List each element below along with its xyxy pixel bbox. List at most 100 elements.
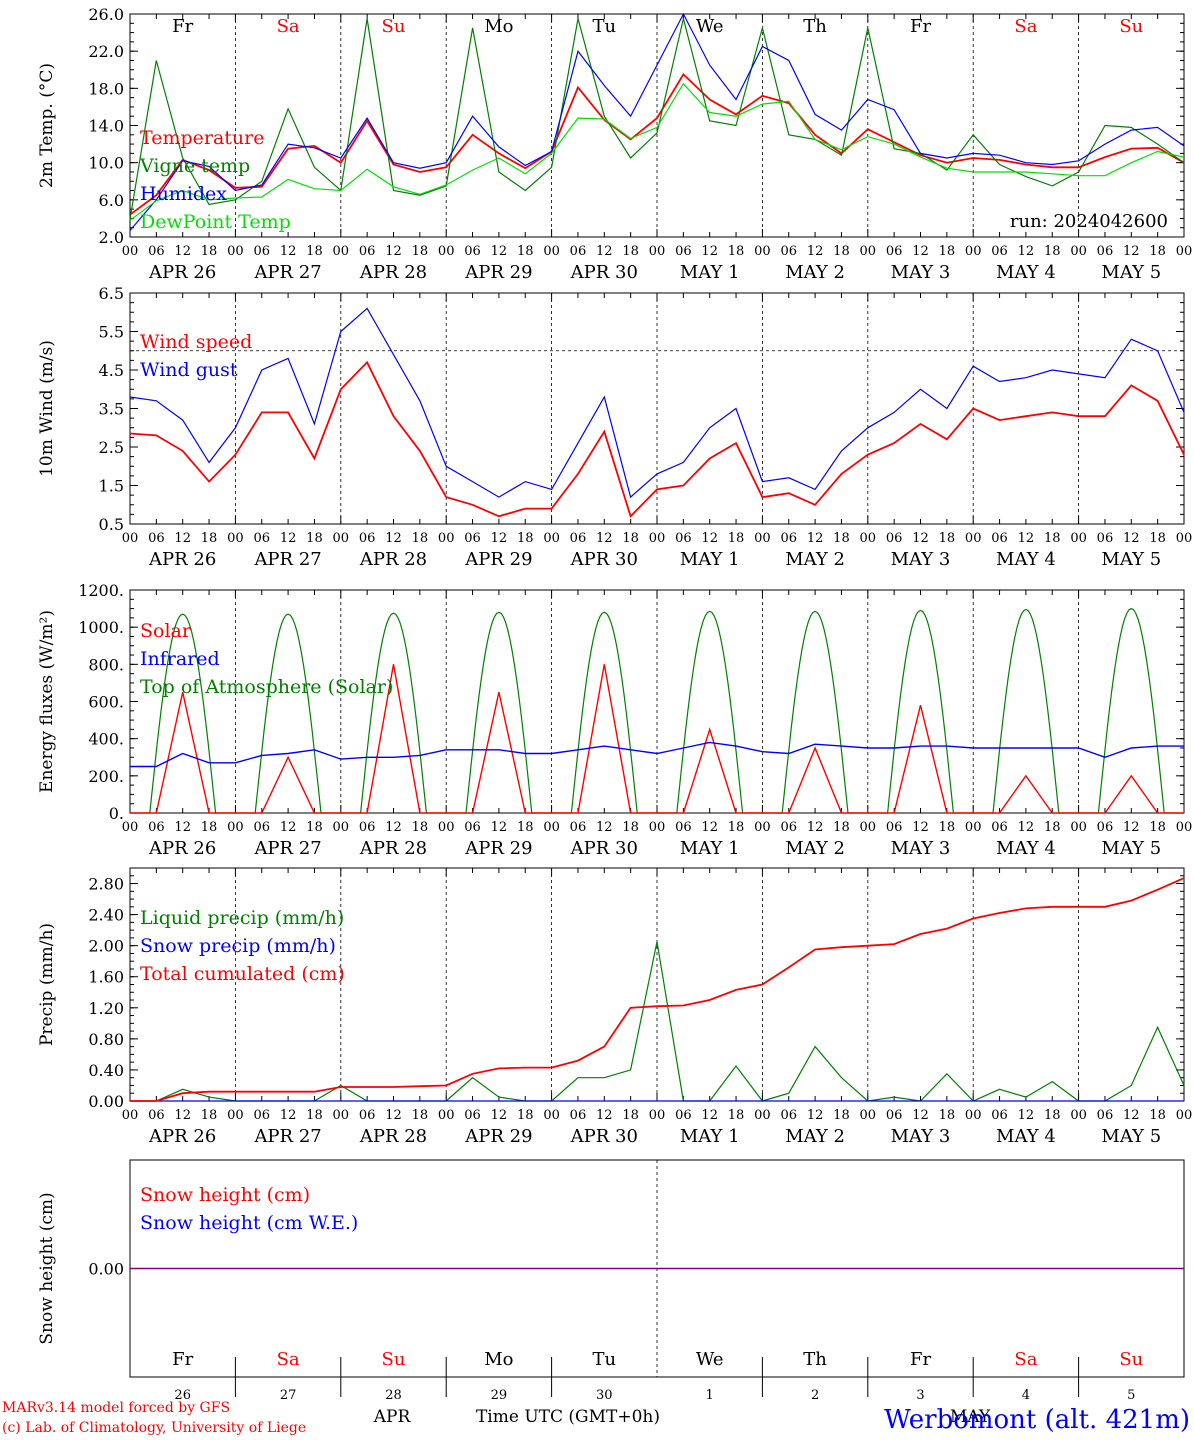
date-label: APR 27 bbox=[253, 549, 321, 570]
hour-tick-label: 00 bbox=[649, 531, 666, 546]
weekday-label: Th bbox=[803, 16, 827, 37]
date-label: APR 26 bbox=[148, 1126, 216, 1147]
weekday-label: We bbox=[696, 16, 724, 37]
legend-vigne-temp: Vigne temp bbox=[139, 155, 250, 177]
hour-tick-label: 12 bbox=[596, 531, 613, 546]
hour-tick-label: 00 bbox=[543, 531, 560, 546]
hour-tick-label: 06 bbox=[148, 244, 165, 259]
hour-tick-label: 06 bbox=[359, 820, 376, 835]
hour-tick-label: 00 bbox=[333, 531, 350, 546]
weekday-label-bottom: Tu bbox=[592, 1349, 616, 1370]
date-label: APR 28 bbox=[359, 262, 427, 283]
hour-tick-label: 12 bbox=[491, 1108, 508, 1123]
hour-tick-label: 06 bbox=[1097, 820, 1114, 835]
hour-tick-label: 06 bbox=[570, 531, 587, 546]
y-tick-label: 2.80 bbox=[88, 875, 124, 894]
hour-tick-label: 18 bbox=[306, 1108, 323, 1123]
hour-tick-label: 18 bbox=[939, 244, 956, 259]
hour-tick-label: 00 bbox=[649, 820, 666, 835]
hour-tick-label: 18 bbox=[622, 531, 639, 546]
date-label: MAY 5 bbox=[1101, 838, 1161, 859]
hour-tick-label: 06 bbox=[780, 244, 797, 259]
y-axis-label: Snow height (cm) bbox=[37, 1192, 57, 1344]
hour-tick-label: 12 bbox=[912, 1108, 929, 1123]
hour-tick-label: 12 bbox=[491, 244, 508, 259]
y-tick-label: 2.5 bbox=[99, 438, 124, 457]
y-tick-label: 1.20 bbox=[88, 999, 124, 1018]
y-axis-label: 10m Wind (m/s) bbox=[37, 340, 57, 477]
hour-tick-label: 06 bbox=[991, 244, 1008, 259]
y-tick-label: 4.5 bbox=[99, 361, 124, 380]
hour-tick-label: 00 bbox=[438, 244, 455, 259]
hour-tick-label: 18 bbox=[201, 244, 218, 259]
weekday-label-bottom: Fr bbox=[172, 1349, 193, 1370]
hour-tick-label: 12 bbox=[1123, 1108, 1140, 1123]
hour-tick-label: 06 bbox=[886, 820, 903, 835]
hour-tick-label: 06 bbox=[253, 244, 270, 259]
hour-tick-label: 18 bbox=[201, 531, 218, 546]
date-label: APR 27 bbox=[253, 1126, 321, 1147]
date-label: APR 26 bbox=[148, 262, 216, 283]
series-humidex bbox=[129, 12, 1185, 231]
hour-tick-label: 12 bbox=[280, 820, 297, 835]
legend-snow-height-cm-: Snow height (cm) bbox=[140, 1184, 310, 1206]
date-label: MAY 5 bbox=[1101, 262, 1161, 283]
hour-tick-label: 12 bbox=[385, 820, 402, 835]
hour-tick-label: 12 bbox=[807, 531, 824, 546]
hour-tick-label: 00 bbox=[965, 244, 982, 259]
hour-tick-label: 06 bbox=[148, 531, 165, 546]
hour-tick-label: 18 bbox=[1044, 244, 1061, 259]
hour-tick-label: 12 bbox=[280, 244, 297, 259]
hour-tick-label: 00 bbox=[860, 244, 877, 259]
hour-tick-label: 12 bbox=[596, 820, 613, 835]
hour-tick-label: 00 bbox=[965, 531, 982, 546]
hour-tick-label: 06 bbox=[675, 820, 692, 835]
hour-tick-label: 18 bbox=[517, 820, 534, 835]
weekday-label-bottom: Su bbox=[382, 1349, 406, 1370]
y-tick-label: 5.5 bbox=[99, 323, 124, 342]
panel-frame bbox=[129, 13, 1185, 238]
date-label: APR 29 bbox=[464, 1126, 532, 1147]
series-infrared bbox=[130, 741, 1184, 768]
weekday-label: Sa bbox=[277, 16, 300, 37]
hour-tick-label: 06 bbox=[359, 244, 376, 259]
hour-tick-label: 12 bbox=[701, 820, 718, 835]
hour-tick-label: 18 bbox=[622, 820, 639, 835]
hour-tick-label: 00 bbox=[333, 244, 350, 259]
hour-tick-label: 12 bbox=[280, 531, 297, 546]
series-wind-speed bbox=[129, 360, 1185, 519]
legend-humidex: Humidex bbox=[140, 183, 227, 205]
hour-tick-label: 12 bbox=[491, 531, 508, 546]
hour-tick-label: 18 bbox=[1149, 820, 1166, 835]
y-tick-label: 6.5 bbox=[99, 284, 124, 303]
hour-tick-label: 00 bbox=[1070, 531, 1087, 546]
date-label: MAY 3 bbox=[891, 838, 951, 859]
y-tick-label: 0.80 bbox=[88, 1030, 124, 1049]
series-solar bbox=[130, 664, 1184, 814]
hour-tick-label: 18 bbox=[1149, 244, 1166, 259]
y-axis-label: Energy fluxes (W/m²) bbox=[37, 610, 57, 793]
hour-tick-label: 18 bbox=[412, 820, 429, 835]
hour-tick-label: 06 bbox=[991, 820, 1008, 835]
day-number-label: 28 bbox=[385, 1388, 402, 1403]
hour-tick-label: 00 bbox=[227, 1108, 244, 1123]
date-label: MAY 3 bbox=[891, 549, 951, 570]
day-number-label: 1 bbox=[706, 1388, 714, 1403]
y-tick-label: 400. bbox=[88, 730, 124, 749]
hour-tick-label: 12 bbox=[174, 820, 191, 835]
hour-tick-label: 18 bbox=[939, 531, 956, 546]
date-label: APR 28 bbox=[359, 1126, 427, 1147]
hour-tick-label: 00 bbox=[754, 1108, 771, 1123]
weekday-label-bottom: Mo bbox=[484, 1349, 513, 1370]
weekday-label-bottom: Su bbox=[1119, 1349, 1143, 1370]
hour-tick-label: 06 bbox=[886, 531, 903, 546]
y-tick-label: 10.0 bbox=[88, 154, 124, 173]
y-tick-label: 0.5 bbox=[99, 515, 124, 534]
hour-tick-label: 06 bbox=[570, 820, 587, 835]
date-label: APR 29 bbox=[464, 262, 532, 283]
month-right-label: MAY bbox=[950, 1407, 991, 1427]
day-number-label: 30 bbox=[596, 1388, 613, 1403]
hour-tick-label: 06 bbox=[675, 1108, 692, 1123]
hour-tick-label: 00 bbox=[1176, 531, 1193, 546]
